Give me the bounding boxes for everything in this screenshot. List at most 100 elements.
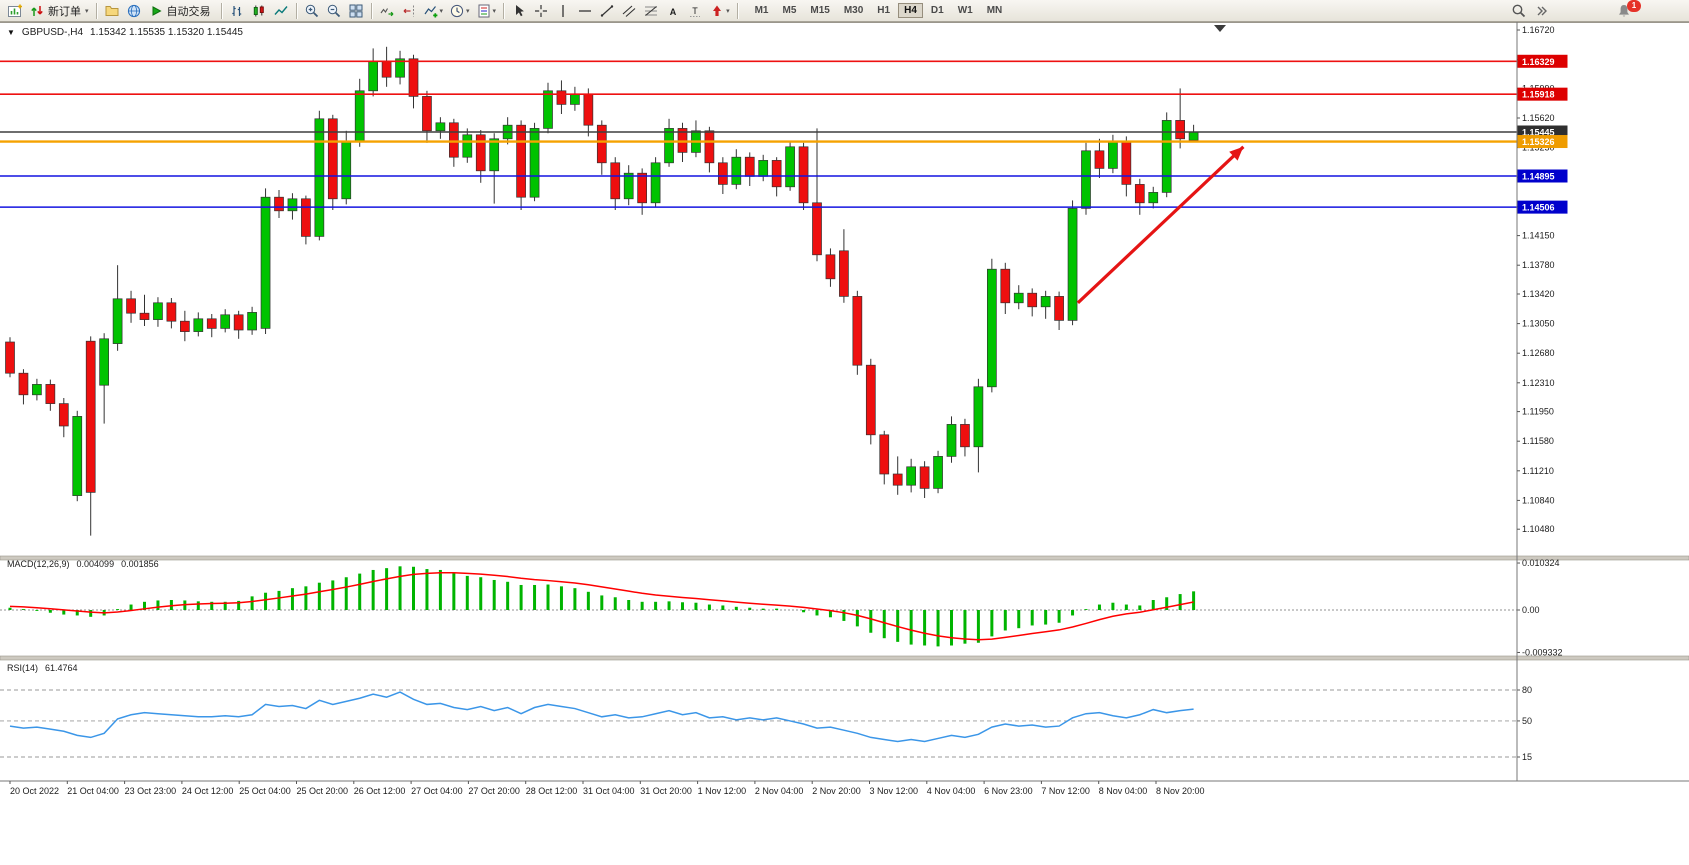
timeframe-d1-button[interactable]: D1 — [925, 3, 950, 18]
candle-body — [1148, 192, 1159, 204]
candle-body — [260, 196, 271, 329]
caret-down-icon: ▾ — [726, 7, 730, 15]
time-axis-label: 23 Oct 23:00 — [125, 786, 177, 796]
timeframe-m5-button[interactable]: M5 — [776, 3, 802, 18]
candle-body — [314, 118, 325, 237]
candlestick-chart-button[interactable] — [249, 1, 269, 21]
time-axis-label: 3 Nov 12:00 — [870, 786, 919, 796]
candle-body — [637, 172, 648, 204]
candle-body — [301, 198, 311, 237]
channel-icon — [622, 5, 636, 17]
candle-body — [543, 90, 553, 129]
panel-separator[interactable] — [0, 555, 1689, 561]
candle-body — [704, 130, 715, 164]
profiles-button[interactable] — [102, 1, 122, 21]
candle-body — [1081, 150, 1091, 209]
timeframe-h4-button[interactable]: H4 — [898, 3, 923, 18]
crosshair-icon — [535, 4, 548, 17]
tile-windows-button[interactable] — [346, 1, 366, 21]
candle-body — [489, 138, 500, 172]
price-axis-label: 1.13780 — [1522, 260, 1555, 270]
community-button[interactable] — [124, 1, 144, 21]
autotrading-button[interactable]: 自动交易 — [146, 1, 216, 21]
chart-window: 0.0103240.00-0.0093328050151.167201.1635… — [0, 22, 1689, 865]
chart-shift-button[interactable] — [399, 1, 419, 21]
price-badge — [1517, 54, 1568, 68]
candle-body — [381, 60, 392, 78]
timeframe-w1-button[interactable]: W1 — [952, 3, 979, 18]
toolbar-right-group: 1 — [1508, 0, 1641, 21]
timeframe-m15-button[interactable]: M15 — [804, 3, 835, 18]
zoom-in-icon — [305, 4, 318, 17]
candle-body — [1108, 140, 1118, 169]
line-chart-button[interactable] — [271, 1, 291, 21]
channel-button[interactable] — [619, 1, 639, 21]
toolbar-separator — [295, 2, 297, 19]
price-badge-value: 1.15445 — [1522, 128, 1555, 138]
text-button[interactable]: A — [663, 1, 683, 21]
search-icon — [1512, 4, 1526, 18]
candle-body — [879, 434, 890, 475]
price-axis-label: 1.13050 — [1522, 319, 1555, 329]
candle-body — [933, 456, 943, 489]
notification-badge: 1 — [1627, 0, 1641, 12]
time-axis-label: 24 Oct 12:00 — [182, 786, 234, 796]
candle-body — [623, 172, 634, 200]
trendline-button[interactable] — [597, 1, 617, 21]
crosshair-button[interactable] — [531, 1, 551, 21]
candle-body — [368, 60, 378, 92]
candle-body — [798, 146, 809, 204]
new-order-button[interactable]: 新订单 ▾ — [27, 1, 91, 21]
chart-shift-marker[interactable] — [1214, 25, 1226, 32]
price-badge — [1517, 87, 1568, 101]
price-axis-label: 1.12680 — [1522, 348, 1555, 358]
zoom-out-button[interactable] — [324, 1, 344, 21]
one-click-collapse-icon[interactable]: ▼ — [7, 28, 15, 37]
horizontal-line-button[interactable] — [575, 1, 595, 21]
profiles-icon — [105, 5, 119, 16]
templates-button[interactable]: ▾ — [474, 1, 499, 21]
candle-body — [825, 254, 836, 280]
auto-scroll-button[interactable] — [377, 1, 397, 21]
fibonacci-icon — [645, 5, 658, 16]
rsi-level-label: 50 — [1522, 716, 1532, 726]
trend-arrow-object[interactable] — [1076, 145, 1245, 304]
fibonacci-button[interactable] — [641, 1, 661, 21]
time-axis-label: 20 Oct 2022 — [10, 786, 59, 796]
timeframe-mn-button[interactable]: MN — [981, 3, 1009, 18]
caret-down-icon: ▾ — [85, 7, 89, 15]
text-label-icon: T — [690, 6, 701, 17]
bar-chart-button[interactable] — [227, 1, 247, 21]
text-label-button[interactable]: T — [685, 1, 705, 21]
timeframe-h1-button[interactable]: H1 — [871, 3, 896, 18]
new-chart-button[interactable] — [5, 1, 25, 21]
trendline-icon — [600, 4, 614, 17]
periods-button[interactable]: ▾ — [447, 1, 472, 21]
time-axis-label: 31 Oct 20:00 — [640, 786, 692, 796]
candle-body — [516, 124, 526, 198]
rsi-line — [9, 691, 1194, 743]
chart-canvas[interactable]: 0.0103240.00-0.0093328050151.167201.1635… — [0, 22, 1689, 865]
indicators-button[interactable]: ▾ — [421, 1, 446, 21]
timeframe-m1-button[interactable]: M1 — [749, 3, 775, 18]
zoom-in-button[interactable] — [302, 1, 322, 21]
panel-separator[interactable] — [0, 655, 1689, 661]
templates-icon — [478, 4, 490, 17]
vertical-line-button[interactable] — [553, 1, 573, 21]
notifications-button[interactable]: 1 — [1614, 0, 1641, 21]
autotrading-play-icon — [152, 5, 162, 16]
timeframe-m30-button[interactable]: M30 — [838, 3, 869, 18]
search-button[interactable] — [1509, 1, 1529, 21]
toolbar-separator — [95, 2, 97, 19]
candle-body — [1094, 150, 1105, 169]
rsi-level-label: 15 — [1522, 752, 1532, 762]
chevron-double-right-icon — [1537, 6, 1547, 16]
candle-body — [1027, 292, 1038, 308]
candle-body — [153, 302, 163, 320]
cursor-button[interactable] — [509, 1, 529, 21]
arrows-button[interactable]: ▾ — [707, 1, 732, 21]
toolbar-overflow-button[interactable] — [1531, 1, 1551, 21]
candle-body — [287, 198, 298, 212]
candlestick-chart-icon — [253, 5, 264, 16]
